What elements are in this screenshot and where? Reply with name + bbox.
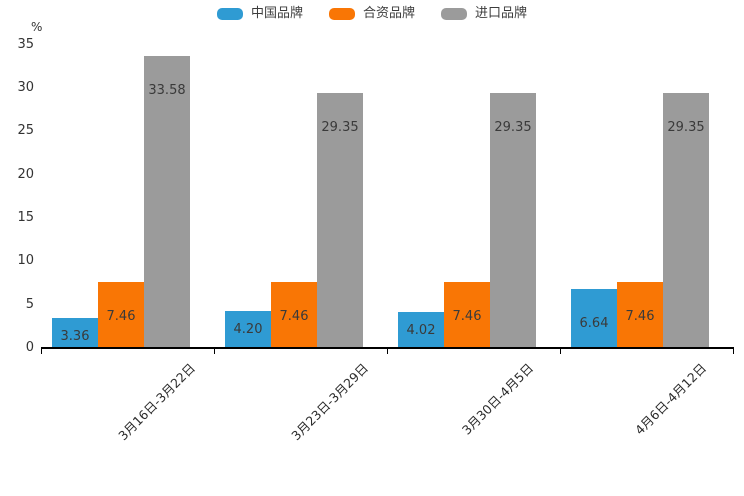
- bar-value-label: 4.02: [406, 323, 436, 339]
- y-axis-unit-label: %: [31, 20, 43, 34]
- bar-value-label: 29.35: [494, 119, 532, 135]
- x-axis-category-label: 4月6日-4月12日: [631, 360, 710, 438]
- bar-value-label: 3.36: [60, 328, 90, 344]
- bar-value-label: 29.35: [667, 119, 705, 135]
- x-axis-tick: [387, 347, 388, 354]
- legend-item[interactable]: 进口品牌: [441, 7, 527, 20]
- bar[interactable]: 29.35: [663, 92, 709, 347]
- y-axis-tick-label: 0: [25, 340, 34, 355]
- y-axis-tick-label: 15: [17, 210, 34, 225]
- y-axis-tick-label: 20: [17, 166, 34, 182]
- bar[interactable]: 4.20: [225, 310, 271, 347]
- legend-label: 中国品牌: [250, 6, 303, 21]
- x-axis-tick: [214, 347, 215, 354]
- bar[interactable]: 7.46: [98, 282, 144, 347]
- bar[interactable]: 7.46: [617, 282, 663, 347]
- bar[interactable]: 29.35: [317, 92, 363, 347]
- x-axis-tick: [733, 347, 734, 354]
- chart-legend: 中国品牌 合资品牌 进口品牌: [0, 7, 744, 20]
- bar[interactable]: 29.35: [490, 92, 536, 347]
- legend-item[interactable]: 中国品牌: [216, 6, 303, 21]
- y-axis-tick-labels: 0 5 10 15 20 25 30 35: [0, 0, 34, 496]
- legend-swatch: [216, 7, 243, 20]
- bar-value-label: 7.46: [452, 309, 482, 325]
- y-axis-tick-label: 30: [17, 80, 34, 96]
- bar-value-label: 4.20: [233, 321, 263, 337]
- legend-swatch: [441, 7, 467, 20]
- y-axis-tick-label: 25: [17, 123, 34, 139]
- y-axis-tick-label: 5: [25, 296, 34, 312]
- x-axis-category-label: 3月30日-4月5日: [458, 360, 537, 438]
- x-axis-tick: [560, 347, 561, 354]
- bar[interactable]: 3.36: [52, 317, 98, 347]
- legend-item[interactable]: 合资品牌: [328, 6, 415, 21]
- bar[interactable]: 33.58: [144, 56, 190, 347]
- bar-value-label: 7.46: [625, 309, 655, 325]
- x-axis-category-label: 3月23日-3月29日: [288, 360, 372, 444]
- bar[interactable]: 7.46: [444, 282, 490, 347]
- legend-label: 合资品牌: [362, 6, 415, 21]
- y-axis-tick-label: 35: [17, 36, 34, 52]
- bar-value-label: 7.46: [279, 309, 309, 325]
- bar[interactable]: 7.46: [271, 282, 317, 347]
- bar-value-label: 7.46: [106, 309, 136, 325]
- bar[interactable]: 6.64: [571, 289, 617, 347]
- bar-value-label: 33.58: [148, 83, 186, 98]
- legend-swatch: [328, 7, 355, 20]
- legend-label: 进口品牌: [475, 6, 528, 21]
- bar[interactable]: 4.02: [398, 312, 444, 347]
- plot-area: 3.36 7.46 33.58 4.20 7.46 29.35 4.02 7.46 29.35 6…: [41, 40, 733, 347]
- y-axis-tick-label: 10: [17, 253, 34, 269]
- bar-value-label: 6.64: [579, 316, 609, 332]
- x-axis-category-label: 3月16日-3月22日: [115, 360, 199, 444]
- x-axis-tick: [41, 347, 42, 354]
- bar-value-label: 29.35: [321, 119, 359, 135]
